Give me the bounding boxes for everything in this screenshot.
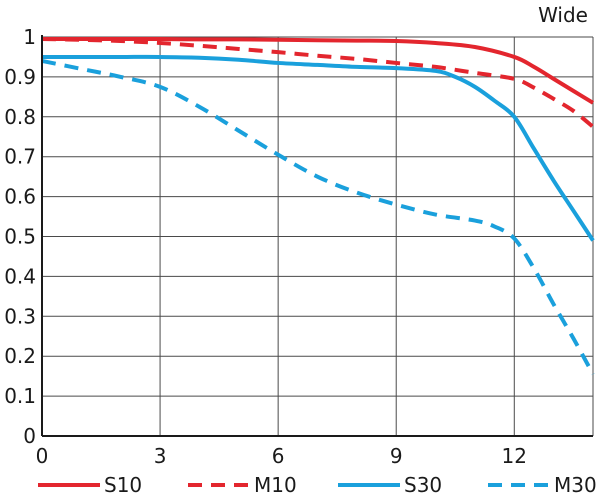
axis-layer xyxy=(41,35,593,437)
y-tick-label: 0.9 xyxy=(4,65,36,89)
x-tick-label: 0 xyxy=(36,444,49,468)
legend-label: M10 xyxy=(254,473,297,497)
x-tick-label: 3 xyxy=(154,444,167,468)
x-tick-label: 9 xyxy=(390,444,403,468)
y-tick-label: 0.4 xyxy=(4,264,36,288)
y-tick-label: 1 xyxy=(23,25,36,49)
series-line-m30 xyxy=(41,58,595,376)
x-tick-label: 12 xyxy=(502,444,527,468)
legend-item-m30: M30 xyxy=(488,473,597,497)
y-tick-label: 0.3 xyxy=(4,304,36,328)
legend-label: M30 xyxy=(554,473,597,497)
label-layer: 0 0.1 0.2 0.3 0.4 0.5 0.6 0.7 0.8 0.9 1 0 3 6 9 12 xyxy=(4,25,527,468)
legend-label: S10 xyxy=(104,473,142,497)
y-tick-label: 0.2 xyxy=(4,344,36,368)
x-tick-label: 6 xyxy=(272,444,285,468)
legend-label: S30 xyxy=(404,473,442,497)
legend-item-s30: S30 xyxy=(338,473,442,497)
chart-title: Wide xyxy=(538,3,588,27)
y-tick-label: 0.7 xyxy=(4,145,36,169)
y-tick-label: 0.1 xyxy=(4,384,36,408)
series-line-s10 xyxy=(41,36,595,105)
y-tick-label: 0.8 xyxy=(4,105,36,129)
y-tick-label: 0.6 xyxy=(4,185,36,209)
legend: S10 M10 S30 M30 xyxy=(38,473,597,497)
y-tick-label: 0 xyxy=(23,424,36,448)
legend-item-s10: S10 xyxy=(38,473,142,497)
series-layer xyxy=(41,36,595,376)
legend-item-m10: M10 xyxy=(188,473,297,497)
series-line-s30 xyxy=(41,54,595,242)
y-tick-label: 0.5 xyxy=(4,225,36,249)
